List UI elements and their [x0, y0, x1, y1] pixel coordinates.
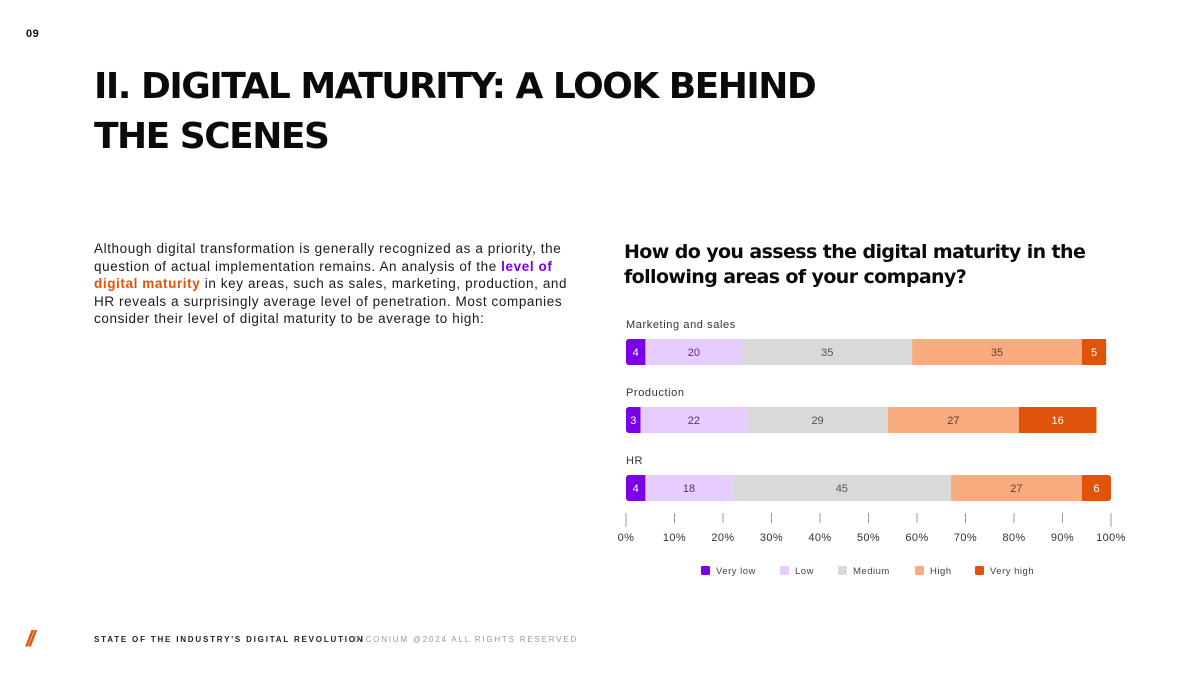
legend-label: Medium: [853, 566, 890, 577]
data-label: 5: [1091, 347, 1097, 359]
footer-title: STATE OF THE INDUSTRY'S DIGITAL REVOLUTI…: [94, 635, 365, 644]
data-label: 45: [836, 483, 848, 495]
data-label: 18: [683, 483, 695, 495]
tick-label: 0%: [618, 532, 635, 544]
bar-segment: [1081, 339, 1107, 365]
legend-swatch: [975, 566, 984, 575]
data-label: 3: [630, 415, 636, 427]
data-label: 27: [947, 415, 959, 427]
tick-label: 50%: [857, 532, 880, 544]
data-label: 35: [991, 347, 1003, 359]
legend-label: Very low: [716, 566, 756, 577]
chart-title: How do you assess the digital maturity i…: [624, 241, 1086, 288]
data-label: 27: [1010, 483, 1022, 495]
tick-label: 100%: [1096, 532, 1126, 544]
tick-label: 10%: [663, 532, 686, 544]
bar-segment: [1081, 475, 1111, 501]
brand-slash-logo: //: [26, 626, 35, 651]
legend-label: High: [930, 566, 952, 577]
data-label: 4: [633, 347, 639, 359]
data-label: 35: [821, 347, 833, 359]
legend-swatch: [838, 566, 847, 575]
bar-segment: [912, 339, 1082, 365]
data-label: 20: [688, 347, 700, 359]
footer-copyright: DICONIUM @2024 ALL RIGHTS RESERVED: [354, 635, 579, 644]
bar-segment: [1018, 407, 1097, 433]
page-number: 09: [26, 28, 40, 40]
tick-label: 70%: [954, 532, 977, 544]
legend-label: Very high: [990, 566, 1034, 577]
data-label: 29: [811, 415, 823, 427]
page-title: II. DIGITAL MATURITY: A LOOK BEHIND THE …: [94, 62, 914, 162]
data-label: 22: [688, 415, 700, 427]
title-line-1: II. DIGITAL MATURITY: A LOOK BEHIND: [94, 66, 817, 107]
bar-segment: [640, 407, 748, 433]
bar-segment: [742, 339, 913, 365]
legend-swatch: [701, 566, 710, 575]
bar-segment: [950, 475, 1082, 501]
intro-paragraph: Although digital transformation is gener…: [94, 240, 584, 328]
stacked-bar-chart: Marketing and sales 4 20 35 35 5 Production 3 22…: [618, 319, 1126, 577]
legend-swatch: [915, 566, 924, 575]
bar-segment: [887, 407, 1019, 433]
tick-label: 20%: [711, 532, 734, 544]
tick-label: 40%: [808, 532, 831, 544]
bar-segment: [645, 475, 733, 501]
tick-label: 90%: [1051, 532, 1074, 544]
category-label: HR: [626, 455, 643, 467]
bar-segment: [626, 475, 646, 501]
data-label: 16: [1052, 415, 1064, 427]
legend-swatch: [780, 566, 789, 575]
bar-segment: [645, 339, 743, 365]
tick-label: 60%: [905, 532, 928, 544]
data-label: 6: [1093, 483, 1099, 495]
tick-label: 80%: [1002, 532, 1025, 544]
bar-segment: [626, 339, 646, 365]
footer-separator: –: [340, 635, 345, 644]
title-line-2: THE SCENES: [94, 116, 330, 157]
bar-segment: [626, 407, 641, 433]
bar-segment: [747, 407, 888, 433]
data-label: 4: [633, 483, 639, 495]
legend-label: Low: [795, 566, 814, 577]
bar-segment: [732, 475, 951, 501]
tick-label: 30%: [760, 532, 783, 544]
intro-text-2: in key areas, such as sales, marketing, …: [94, 276, 568, 326]
intro-text-1: Although digital transformation is gener…: [94, 241, 562, 274]
category-label: Production: [626, 387, 685, 399]
intro-highlight-purple: level of: [501, 258, 553, 274]
intro-highlight-orange: digital maturity: [94, 276, 201, 291]
category-label: Marketing and sales: [626, 319, 736, 331]
